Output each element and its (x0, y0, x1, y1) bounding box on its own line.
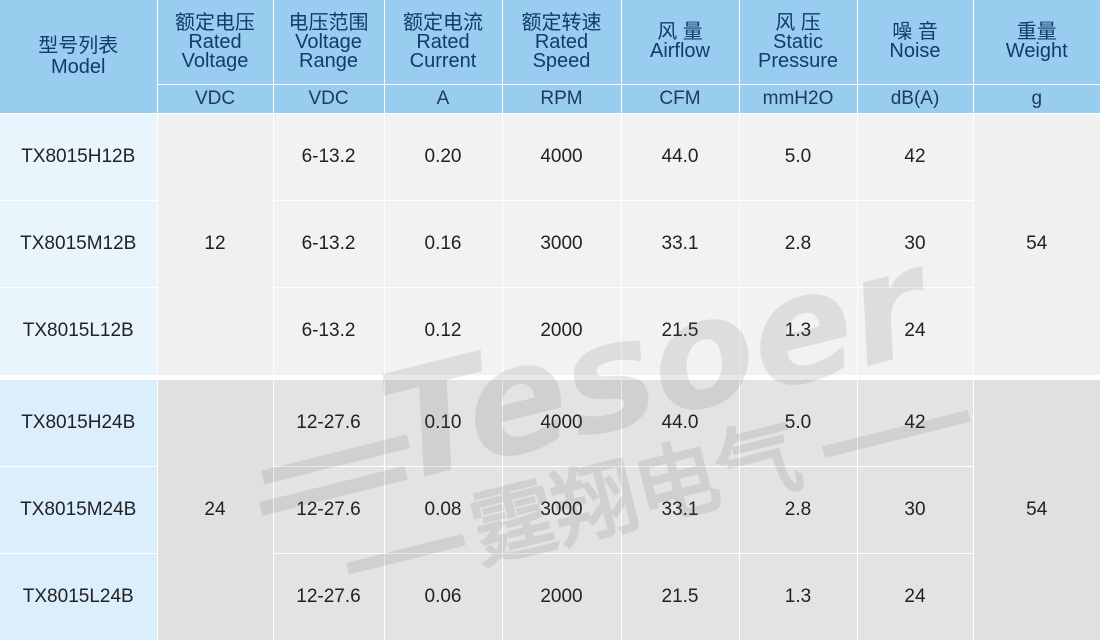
cell-rated-current: 0.20 (384, 114, 502, 201)
unit-static-pressure: mmH2O (739, 85, 857, 114)
header-static-pressure-en-1: Static (740, 33, 857, 52)
header-static-pressure-en-2: Pressure (740, 52, 857, 71)
header-voltage-range-en-1: Voltage (274, 33, 384, 52)
cell-airflow: 44.0 (621, 114, 739, 201)
cell-static-pressure: 5.0 (739, 379, 857, 466)
unit-rated-voltage: VDC (157, 85, 273, 114)
table-row: TX8015H24B 24 12-27.6 0.10 4000 44.0 5.0… (0, 379, 1100, 466)
cell-model: TX8015H24B (0, 379, 157, 466)
cell-static-pressure: 2.8 (739, 201, 857, 288)
cell-rated-current: 0.16 (384, 201, 502, 288)
header-rated-speed: 额定转速 Rated Speed (502, 0, 621, 85)
cell-rated-speed: 2000 (502, 288, 621, 375)
unit-rated-speed: RPM (502, 85, 621, 114)
unit-weight: g (973, 85, 1100, 114)
cell-static-pressure: 2.8 (739, 466, 857, 553)
unit-voltage-range: VDC (273, 85, 384, 114)
cell-model: TX8015M24B (0, 466, 157, 553)
cell-rated-current: 0.08 (384, 466, 502, 553)
header-static-pressure: 风 压 Static Pressure (739, 0, 857, 85)
cell-airflow: 33.1 (621, 201, 739, 288)
header-model: 型号列表 Model (0, 0, 157, 114)
table-row: TX8015H12B 12 6-13.2 0.20 4000 44.0 5.0 … (0, 114, 1100, 201)
unit-rated-current: A (384, 85, 502, 114)
header-voltage-range-zh: 电压范围 (274, 14, 384, 33)
cell-noise: 42 (857, 379, 973, 466)
header-rated-current-en-2: Current (385, 52, 502, 71)
header-static-pressure-zh: 风 压 (740, 14, 857, 33)
header-weight-en: Weight (974, 42, 1100, 61)
header-rated-voltage-zh: 额定电压 (158, 14, 273, 33)
cell-airflow: 33.1 (621, 466, 739, 553)
cell-static-pressure: 5.0 (739, 114, 857, 201)
header-rated-voltage: 额定电压 Rated Voltage (157, 0, 273, 85)
header-rated-voltage-en-2: Voltage (158, 52, 273, 71)
cell-weight: 54 (973, 114, 1100, 375)
cell-noise: 24 (857, 288, 973, 375)
cell-rated-current: 0.10 (384, 379, 502, 466)
cell-noise: 30 (857, 201, 973, 288)
cell-airflow: 44.0 (621, 379, 739, 466)
cell-airflow: 21.5 (621, 288, 739, 375)
cell-voltage-range: 12-27.6 (273, 466, 384, 553)
cell-rated-speed: 3000 (502, 201, 621, 288)
cell-model: TX8015H12B (0, 114, 157, 201)
header-voltage-range-en-2: Range (274, 52, 384, 71)
table-header: 型号列表 Model 额定电压 Rated Voltage 电压范围 Volta… (0, 0, 1100, 114)
header-rated-speed-en-1: Rated (503, 33, 621, 52)
unit-noise: dB(A) (857, 85, 973, 114)
units-row: VDC VDC A RPM CFM mmH2O dB(A) g (0, 85, 1100, 114)
header-airflow: 风 量 Airflow (621, 0, 739, 85)
header-airflow-en: Airflow (622, 42, 739, 61)
cell-rated-current: 0.12 (384, 288, 502, 375)
header-rated-current-zh: 额定电流 (385, 14, 502, 33)
table-body: TX8015H12B 12 6-13.2 0.20 4000 44.0 5.0 … (0, 114, 1100, 640)
header-rated-speed-zh: 额定转速 (503, 14, 621, 33)
header-rated-current-en-1: Rated (385, 33, 502, 52)
header-weight: 重量 Weight (973, 0, 1100, 85)
header-rated-voltage-en-1: Rated (158, 33, 273, 52)
cell-noise: 42 (857, 114, 973, 201)
cell-rated-voltage: 24 (157, 379, 273, 640)
cell-weight: 54 (973, 379, 1100, 640)
header-rated-speed-en-2: Speed (503, 52, 621, 71)
cell-voltage-range: 12-27.6 (273, 379, 384, 466)
cell-noise: 30 (857, 466, 973, 553)
header-voltage-range: 电压范围 Voltage Range (273, 0, 384, 85)
cell-rated-voltage: 12 (157, 114, 273, 375)
cell-rated-speed: 3000 (502, 466, 621, 553)
cell-model: TX8015L12B (0, 288, 157, 375)
cell-model: TX8015M12B (0, 201, 157, 288)
header-model-en: Model (0, 57, 157, 78)
header-model-zh: 型号列表 (0, 36, 157, 57)
cell-rated-speed: 4000 (502, 379, 621, 466)
header-noise: 噪 音 Noise (857, 0, 973, 85)
header-rated-current: 额定电流 Rated Current (384, 0, 502, 85)
cell-static-pressure: 1.3 (739, 288, 857, 375)
cell-voltage-range: 6-13.2 (273, 288, 384, 375)
header-noise-en: Noise (858, 42, 973, 61)
cell-voltage-range: 6-13.2 (273, 114, 384, 201)
cell-voltage-range: 6-13.2 (273, 201, 384, 288)
cell-rated-speed: 4000 (502, 114, 621, 201)
unit-airflow: CFM (621, 85, 739, 114)
